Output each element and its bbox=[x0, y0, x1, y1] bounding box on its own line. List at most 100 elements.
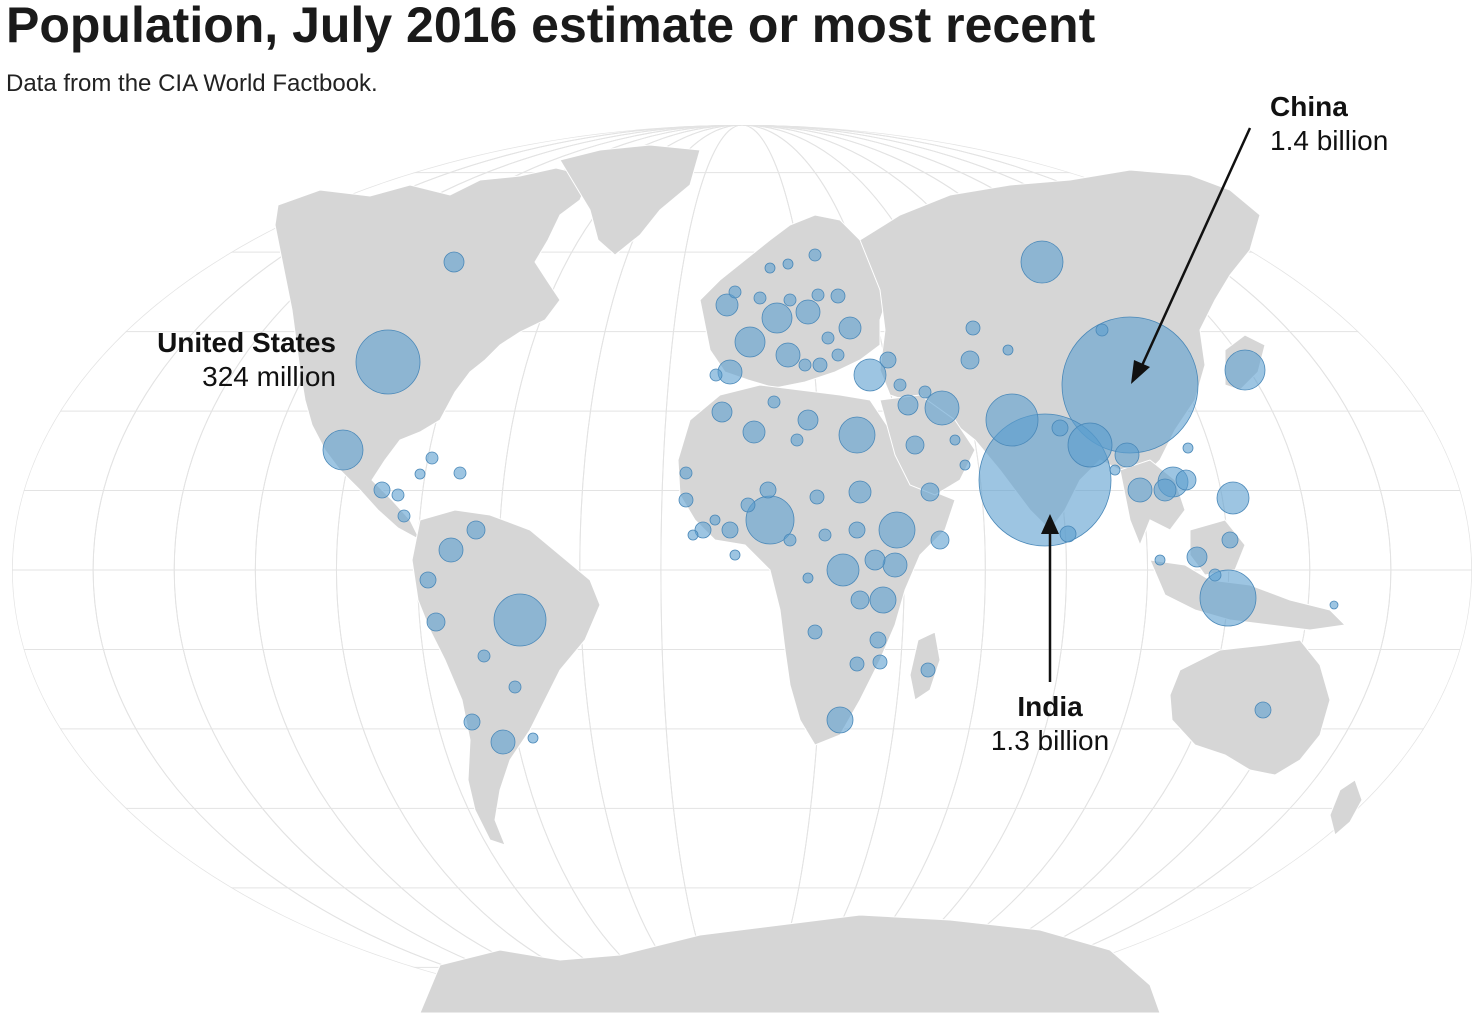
population-bubble bbox=[790, 433, 804, 447]
population-bubble bbox=[753, 291, 767, 305]
population-bubble bbox=[1254, 701, 1272, 719]
population-bubble bbox=[918, 385, 932, 399]
india-arrow-head bbox=[1041, 514, 1059, 534]
population-bubble bbox=[1127, 477, 1153, 503]
population-bubble bbox=[678, 492, 694, 508]
landmass-greenland bbox=[559, 144, 701, 256]
population-bubble bbox=[807, 624, 823, 640]
population-bubble bbox=[821, 331, 835, 345]
population-bubble bbox=[878, 511, 916, 549]
callout-united-states: United States 324 million bbox=[157, 326, 336, 394]
population-bubble bbox=[742, 420, 766, 444]
population-bubble bbox=[490, 729, 516, 755]
population-bubble bbox=[1224, 349, 1266, 391]
population-bubble bbox=[1221, 531, 1239, 549]
population-bubble bbox=[391, 488, 405, 502]
population-bubble bbox=[802, 572, 814, 584]
land-masses bbox=[274, 144, 1363, 1013]
population-bubble bbox=[872, 654, 888, 670]
landmass-new-zealand bbox=[1329, 779, 1363, 836]
population-bubble bbox=[734, 326, 766, 358]
landmass-south-america bbox=[411, 509, 601, 846]
population-bubble bbox=[949, 434, 961, 446]
population-bubble bbox=[1153, 478, 1177, 502]
population-bubble bbox=[831, 348, 845, 362]
population-bubble bbox=[715, 293, 739, 317]
population-bubble bbox=[764, 262, 776, 274]
population-bubble bbox=[811, 288, 825, 302]
population-bubble bbox=[1109, 464, 1121, 476]
callout-india-name: India bbox=[1017, 691, 1083, 722]
population-bubble bbox=[808, 248, 822, 262]
population-bubble bbox=[848, 480, 872, 504]
population-bubble bbox=[453, 466, 467, 480]
population-bubble bbox=[1059, 525, 1077, 543]
population-bubble bbox=[809, 489, 825, 505]
population-bubble bbox=[882, 552, 908, 578]
population-bubble bbox=[850, 590, 870, 610]
population-bubble bbox=[869, 586, 897, 614]
population-bubble bbox=[709, 514, 721, 526]
population-bubble bbox=[466, 520, 486, 540]
population-bubble bbox=[397, 509, 411, 523]
population-bubbles bbox=[322, 240, 1339, 755]
population-bubble bbox=[493, 593, 547, 647]
china-arrow-head bbox=[1131, 360, 1150, 384]
population-bubble bbox=[797, 409, 819, 431]
population-bubble bbox=[864, 549, 886, 571]
population-bubble bbox=[783, 293, 797, 307]
population-bubble bbox=[419, 571, 437, 589]
population-bubble bbox=[985, 393, 1039, 447]
population-bubble bbox=[818, 528, 832, 542]
population-bubble bbox=[1154, 554, 1166, 566]
population-bubble bbox=[920, 482, 940, 502]
population-bubble bbox=[920, 662, 936, 678]
population-bubble bbox=[761, 302, 793, 334]
population-bubble bbox=[838, 316, 862, 340]
population-bubble bbox=[721, 521, 739, 539]
population-bubble bbox=[729, 549, 741, 561]
population-bubble bbox=[783, 533, 797, 547]
population-bubble bbox=[1051, 419, 1069, 437]
population-bubble bbox=[1095, 323, 1109, 337]
callout-arrows bbox=[1041, 127, 1252, 682]
population-bubble bbox=[527, 732, 539, 744]
population-bubble bbox=[508, 680, 522, 694]
population-bubble bbox=[1002, 344, 1014, 356]
population-bubble bbox=[798, 358, 812, 372]
population-bubble bbox=[687, 529, 699, 541]
population-bubble bbox=[711, 401, 733, 423]
callout-us-name: United States bbox=[157, 327, 336, 358]
population-bubble bbox=[838, 416, 876, 454]
population-bubble bbox=[826, 706, 854, 734]
population-bubble bbox=[965, 320, 981, 336]
population-bubble bbox=[414, 468, 426, 480]
callout-china-value: 1.4 billion bbox=[1270, 125, 1389, 156]
population-bubble bbox=[759, 481, 777, 499]
population-bubble bbox=[1208, 568, 1222, 582]
population-bubble bbox=[477, 649, 491, 663]
population-bubble bbox=[740, 497, 756, 513]
population-bubble bbox=[426, 612, 446, 632]
population-bubble bbox=[853, 358, 887, 392]
population-bubble bbox=[355, 329, 421, 395]
population-bubble bbox=[897, 394, 919, 416]
callout-china-name: China bbox=[1270, 91, 1348, 122]
population-bubble bbox=[373, 481, 391, 499]
population-bubble bbox=[869, 631, 887, 649]
population-bubble bbox=[1216, 481, 1250, 515]
population-bubble bbox=[775, 342, 801, 368]
population-bubble bbox=[960, 350, 980, 370]
population-bubble bbox=[1329, 600, 1339, 610]
population-bubble bbox=[893, 378, 907, 392]
graticule bbox=[12, 125, 1472, 1013]
population-bubble bbox=[1182, 442, 1194, 454]
population-bubble bbox=[438, 537, 464, 563]
population-bubble bbox=[812, 357, 828, 373]
population-bubble bbox=[795, 299, 821, 325]
population-bubble bbox=[930, 530, 950, 550]
population-bubble bbox=[879, 351, 897, 369]
page-title: Population, July 2016 estimate or most r… bbox=[6, 0, 1096, 53]
population-bubble bbox=[728, 285, 742, 299]
